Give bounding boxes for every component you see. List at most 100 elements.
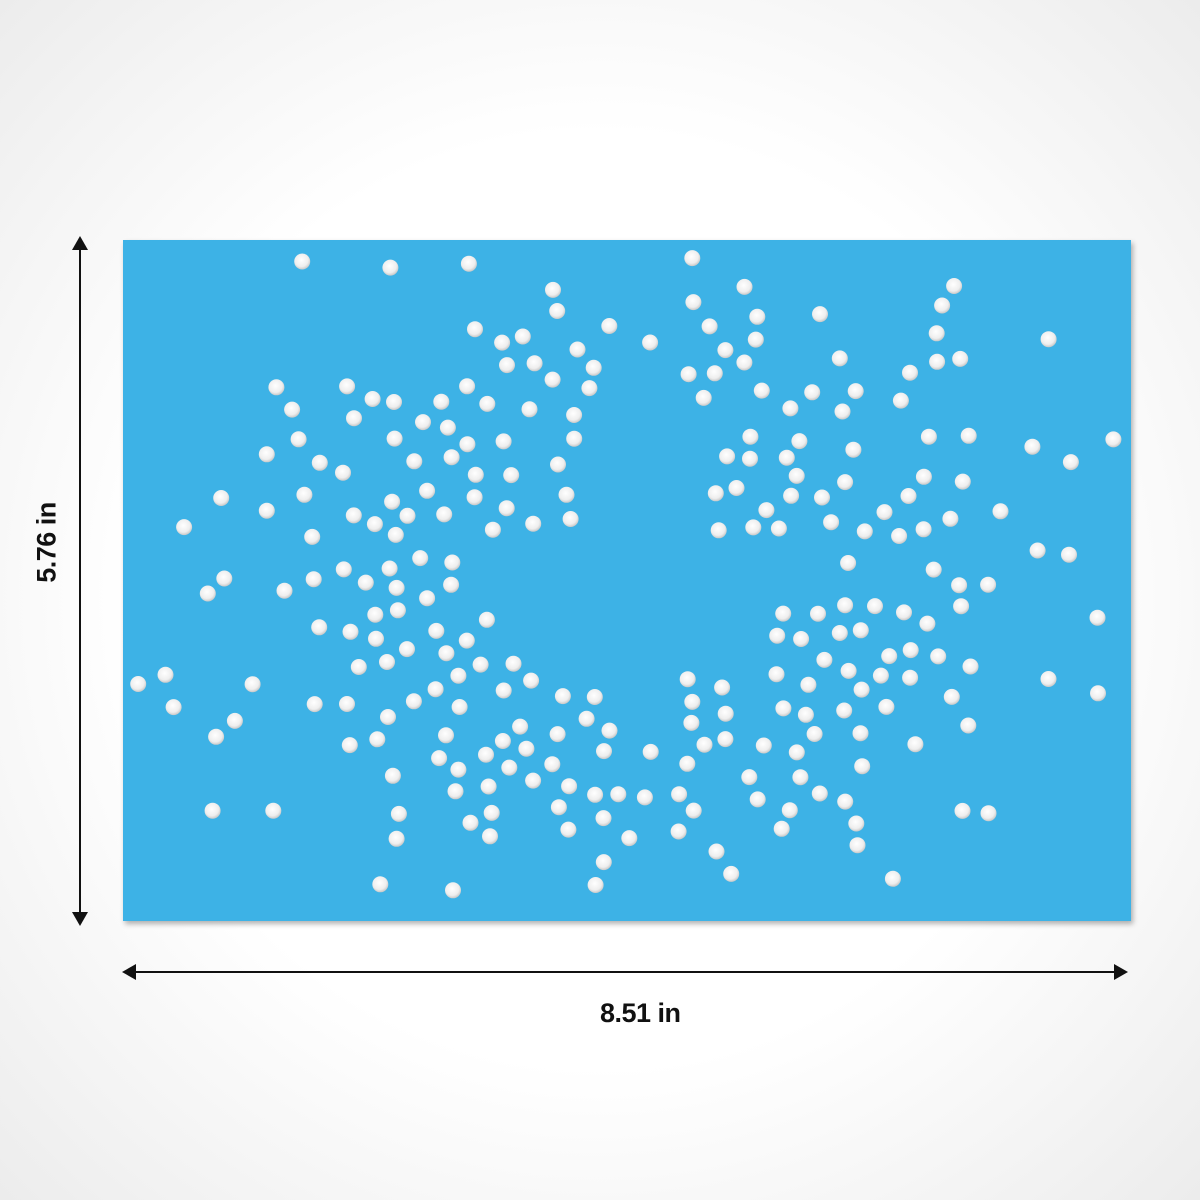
stencil-hole — [788, 744, 805, 761]
arrow-left-icon — [122, 964, 136, 980]
stencil-hole — [800, 676, 817, 693]
stencil-hole — [216, 570, 233, 587]
stencil-hole — [514, 328, 531, 345]
stencil-hole — [1062, 454, 1079, 471]
stencil-hole — [934, 297, 951, 314]
stencil-hole — [642, 334, 659, 351]
stencil-hole — [962, 658, 979, 675]
stencil-hole — [346, 410, 362, 427]
stencil-hole — [495, 682, 512, 699]
stencil-background — [123, 240, 1131, 921]
stencil-hole — [339, 696, 355, 712]
stencil-hole — [595, 854, 612, 871]
stencil-hole — [381, 560, 398, 577]
stencil-hole — [379, 654, 395, 670]
stencil-hole — [1040, 671, 1057, 687]
stencil-hole — [415, 414, 431, 431]
stencil-hole — [742, 450, 758, 467]
stencil-hole — [867, 598, 883, 615]
stencil-hole — [741, 769, 758, 786]
stencil-hole — [433, 393, 450, 410]
stencil-hole — [728, 480, 745, 496]
stencil-hole — [478, 746, 494, 763]
stencil-hole — [505, 655, 522, 672]
stencil-hole — [907, 736, 924, 753]
stencil-hole — [717, 342, 734, 359]
stencil-hole — [483, 804, 500, 821]
stencil-hole — [265, 802, 282, 819]
stencil-hole — [305, 571, 322, 588]
stencil-hole — [554, 688, 571, 705]
stencil-hole — [876, 504, 893, 521]
stencil-hole — [778, 449, 795, 466]
stencil-hole — [478, 611, 495, 628]
stencil-hole — [781, 802, 798, 819]
stencil-hole — [849, 837, 866, 854]
stencil-hole — [596, 743, 612, 760]
stencil-hole — [480, 778, 497, 795]
stencil-hole — [562, 511, 579, 527]
stencil-hole — [499, 357, 515, 374]
stencil-hole — [339, 378, 356, 395]
stencil-hole — [783, 487, 800, 504]
stencil-hole — [581, 380, 598, 397]
stencil-hole — [920, 428, 937, 445]
stencil-hole — [1105, 431, 1122, 448]
stencil-hole — [296, 486, 313, 503]
width-dimension-line — [130, 971, 1120, 973]
stencil-hole — [679, 755, 696, 772]
stencil-hole — [350, 659, 367, 675]
stencil-hole — [494, 334, 511, 351]
width-label: 8.51 in — [600, 998, 681, 1028]
stencil-hole — [525, 772, 542, 789]
stencil-hole — [840, 662, 857, 679]
stencil-hole — [610, 786, 627, 803]
stencil-hole — [601, 722, 618, 739]
stencil-hole — [518, 740, 535, 757]
stencil-hole — [708, 843, 725, 860]
stencil-hole — [399, 641, 415, 658]
stencil-hole — [569, 341, 586, 358]
stencil-hole — [951, 577, 968, 594]
stencil-hole — [804, 384, 821, 401]
stencil-hole — [412, 550, 429, 567]
stencil-hole — [960, 717, 977, 734]
stencil-hole — [1089, 609, 1106, 626]
stencil-hole — [929, 353, 946, 370]
stencil-hole — [671, 786, 688, 803]
stencil-hole — [382, 259, 399, 276]
stencil-hole — [585, 359, 602, 376]
stencil-hole — [943, 688, 960, 705]
stencil-hole — [770, 520, 787, 537]
stencil-hole — [544, 371, 561, 388]
stencil-hole — [1024, 438, 1041, 455]
stencil-hole — [345, 507, 362, 524]
stencil-hole — [550, 799, 567, 816]
stencil-hole — [717, 731, 734, 748]
stencil-hole — [812, 306, 828, 323]
stencil-hole — [902, 642, 919, 659]
stencil-hole — [459, 436, 476, 453]
stencil-hole — [558, 486, 575, 503]
stencil-hole — [258, 502, 275, 519]
stencil-hole — [436, 506, 453, 523]
stencil-hole — [467, 321, 483, 338]
stencil-hole — [544, 756, 561, 773]
stencil-hole — [684, 693, 701, 710]
stencil-hole — [431, 750, 448, 767]
stencil-hole — [768, 666, 785, 683]
stencil-hole — [466, 489, 483, 506]
stencil-hole — [952, 350, 969, 367]
stencil-hole — [782, 400, 799, 417]
stencil-hole — [199, 585, 216, 602]
stencil-hole — [384, 493, 401, 510]
stencil-hole — [276, 582, 293, 599]
stencil-hole — [723, 865, 740, 882]
stencil-hole — [706, 365, 723, 382]
height-dimension-line — [79, 245, 81, 920]
stencil-hole — [366, 516, 383, 533]
stencil-hole — [157, 666, 174, 683]
stencil-hole — [311, 619, 328, 636]
stencil-hole — [438, 727, 454, 744]
stencil-hole — [928, 325, 945, 342]
